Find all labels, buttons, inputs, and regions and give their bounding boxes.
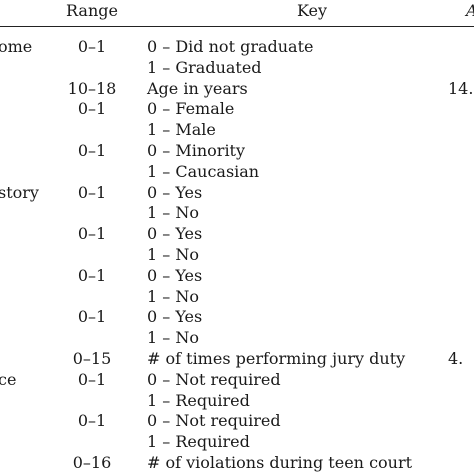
key-cell: 1 – No bbox=[147, 286, 199, 306]
range-cell: 0–1 bbox=[77, 411, 107, 431]
key-cell: 1 – No bbox=[147, 203, 199, 223]
table-header: Range Key A bbox=[0, 0, 474, 26]
range-cell: 0–1 bbox=[77, 224, 107, 244]
key-cell: 1 – Required bbox=[147, 390, 250, 410]
key-cell: 0 – Yes bbox=[147, 265, 203, 285]
key-cell: 1 – No bbox=[147, 245, 199, 264]
range-cell: 0–1 bbox=[77, 99, 107, 119]
key-cell: 1 – Male bbox=[147, 120, 216, 140]
range-cell: 0–1 bbox=[77, 141, 107, 160]
key-cell: 0 – Yes bbox=[147, 224, 203, 244]
key-cell: 1 – Required bbox=[147, 432, 250, 452]
key-cell: 0 – Yes bbox=[147, 182, 203, 202]
range-cell: 0–16 bbox=[72, 453, 112, 472]
key-cell: 1 – No bbox=[147, 328, 199, 348]
key-cell: 0 – Not required bbox=[147, 369, 281, 389]
header-key: Key bbox=[297, 1, 328, 20]
range-cell: 0–1 bbox=[77, 265, 107, 285]
value-cell: 14. bbox=[448, 78, 474, 98]
key-cell: # of times performing jury duty bbox=[147, 349, 406, 368]
header-rule bbox=[0, 26, 474, 27]
key-cell: 0 – Yes bbox=[147, 307, 203, 327]
key-cell: 1 – Caucasian bbox=[147, 161, 260, 181]
range-cell: 0–15 bbox=[72, 349, 112, 368]
row-label: ome bbox=[0, 37, 33, 56]
key-cell: 1 – Graduated bbox=[147, 57, 262, 77]
header-range: Range bbox=[66, 1, 118, 20]
range-cell: 0–1 bbox=[77, 182, 107, 202]
header-col4: A bbox=[466, 1, 474, 21]
key-cell: # of violations during teen court bbox=[147, 453, 413, 472]
row-label: ce bbox=[0, 369, 17, 389]
row-label: story bbox=[0, 182, 39, 202]
range-cell: 10–18 bbox=[67, 78, 117, 98]
key-cell: 0 – Minority bbox=[147, 141, 246, 160]
key-cell: 0 – Female bbox=[147, 99, 235, 119]
range-cell: 0–1 bbox=[77, 369, 107, 389]
range-cell: 0–1 bbox=[77, 307, 107, 327]
value-cell: 4. bbox=[448, 349, 464, 368]
key-cell: 0 – Did not graduate bbox=[147, 37, 314, 56]
range-cell: 0–1 bbox=[77, 37, 107, 56]
key-cell: 0 – Not required bbox=[147, 411, 281, 431]
key-cell: Age in years bbox=[147, 78, 248, 98]
